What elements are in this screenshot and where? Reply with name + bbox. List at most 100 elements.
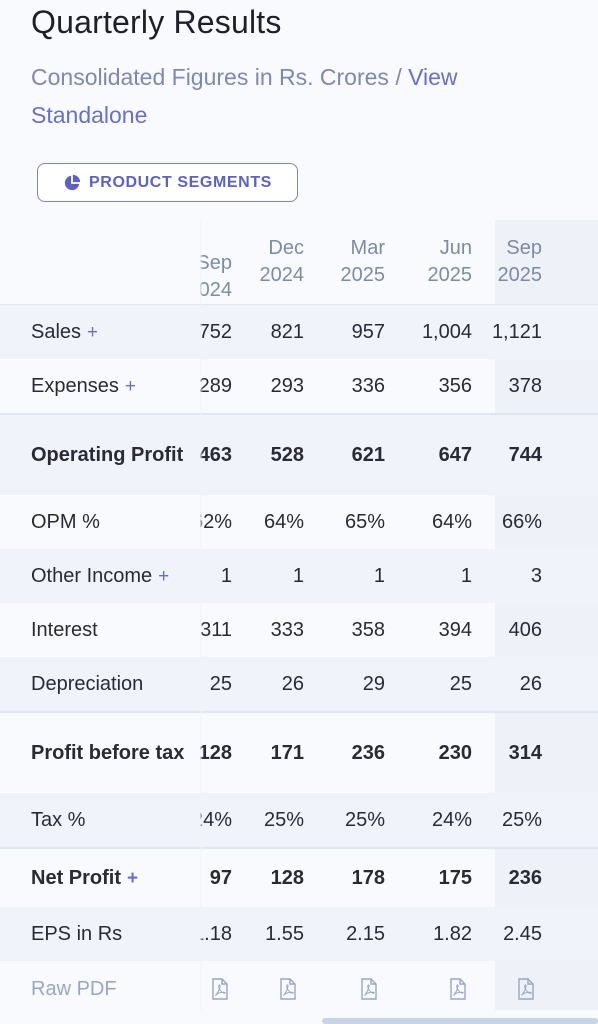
table-cell: 236 [351, 741, 385, 764]
row-label: Profit before tax [0, 740, 200, 766]
subtitle-text: Consolidated Figures in Rs. Crores / [31, 64, 409, 90]
expand-plus-icon[interactable]: + [127, 867, 139, 889]
table-cell: 647 [438, 443, 472, 466]
subtitle: Consolidated Figures in Rs. Crores / Vie… [31, 58, 551, 134]
table-cell: 64% [431, 510, 472, 533]
pdf-link[interactable] [200, 961, 232, 1017]
table-cell: 333 [270, 618, 304, 641]
row-label[interactable]: Net Profit + [0, 865, 200, 892]
view-standalone-link[interactable]: View Standalone [31, 64, 458, 128]
pdf-link[interactable] [393, 961, 482, 1017]
row-label-text: Other Income [31, 564, 153, 587]
table-cell: 406 [508, 618, 542, 641]
pdf-file-icon [518, 978, 534, 1000]
quarterly-results-table: Sep 2024 Dec 2024 Mar 2025 Jun 2025 Sep 2025 Sales… [0, 220, 598, 1017]
table-cell: 957 [351, 320, 385, 343]
table-cell: 25 [449, 672, 472, 695]
product-segments-button[interactable]: PRODUCT SEGMENTS [37, 163, 298, 202]
row-label: Operating Profit [0, 442, 200, 468]
table-header-row: Sep 2024 Dec 2024 Mar 2025 Jun 2025 Sep 2025 [0, 220, 598, 305]
table-cell: 358 [351, 618, 385, 641]
table-row: EPS in Rs 1.18 1.55 2.15 1.82 2.45 [0, 907, 598, 961]
row-label-text: Interest [31, 618, 98, 641]
column-header: Sep 2024 [200, 220, 232, 304]
column-month: Dec [268, 237, 304, 259]
table-cell: 1.82 [433, 922, 472, 945]
table-cell: 1 [220, 564, 232, 587]
row-label[interactable]: Other Income + [0, 565, 200, 588]
row-label: OPM % [0, 511, 200, 534]
horizontal-scrollbar[interactable] [322, 1018, 598, 1024]
raw-pdf-label: Raw PDF [31, 977, 117, 1000]
row-label: Tax % [0, 809, 200, 832]
table-row: Interest 311 333 358 394 406 [0, 603, 598, 657]
expand-plus-icon[interactable]: + [87, 321, 99, 343]
row-label-text: Profit before tax [31, 742, 185, 764]
column-month: Sep [506, 237, 542, 259]
table-cell: 25% [501, 808, 542, 831]
row-label-text: EPS in Rs [31, 922, 123, 945]
pdf-link[interactable] [312, 961, 393, 1017]
column-year: 2025 [340, 264, 386, 286]
pdf-link[interactable] [232, 961, 312, 1017]
row-label-text: Expenses [31, 374, 119, 397]
table-cell: 29 [362, 672, 385, 695]
table-row: Depreciation 25 26 29 25 26 [0, 657, 598, 711]
table-cell: 289 [200, 374, 232, 397]
table-cell: 293 [270, 374, 304, 397]
table-cell: 62% [200, 510, 232, 533]
table-cell: 128 [200, 741, 232, 764]
pdf-file-icon [212, 978, 228, 1000]
table-cell: 65% [344, 510, 385, 533]
table-cell: 621 [351, 443, 385, 466]
table-cell: 2.45 [503, 922, 542, 945]
pie-chart-icon [64, 174, 81, 190]
column-month: Sep [200, 252, 232, 274]
table-cell: 2.15 [346, 922, 385, 945]
table-cell: 1,121 [491, 320, 542, 343]
row-label-text: Sales [31, 320, 82, 343]
table-cell: 26 [281, 672, 304, 695]
table-cell: 64% [263, 510, 304, 533]
table-cell: 66% [501, 510, 542, 533]
table-row: Operating Profit 463 528 621 647 744 [0, 413, 598, 495]
table-cell: 1 [292, 564, 304, 587]
table-cell: 26 [519, 672, 542, 695]
expand-plus-icon[interactable]: + [124, 375, 136, 397]
pdf-link[interactable] [482, 961, 570, 1017]
column-header: Dec 2024 [232, 220, 312, 304]
table-row: OPM % 62% 64% 65% 64% 66% [0, 495, 598, 549]
product-segments-label: PRODUCT SEGMENTS [89, 173, 272, 191]
table-cell: 1.18 [200, 922, 232, 945]
table-cell: 744 [508, 443, 542, 466]
table-cell: 752 [200, 320, 232, 343]
column-year: 2024 [259, 264, 305, 286]
page-title: Quarterly Results [31, 4, 282, 40]
row-label[interactable]: Sales + [0, 321, 200, 344]
table-cell: 24% [200, 808, 232, 831]
table-cell: 463 [200, 443, 232, 466]
table-row[interactable]: Other Income +1 1 1 1 3 [0, 549, 598, 603]
column-header: Jun 2025 [393, 220, 482, 304]
pdf-file-icon [280, 978, 296, 1000]
table-cell: 25% [263, 808, 304, 831]
table-cell: 378 [508, 374, 542, 397]
table-cell: 314 [508, 741, 542, 764]
table-row[interactable]: Expenses +289 293 336 356 378 [0, 359, 598, 413]
table-cell: 25% [344, 808, 385, 831]
table-row[interactable]: Sales +752 821 957 1,004 1,121 [0, 305, 598, 359]
table-cell: 1 [460, 564, 472, 587]
table-cell: 821 [270, 320, 304, 343]
table-row[interactable]: Net Profit +97 128 178 175 236 [0, 847, 598, 907]
column-year: 2025 [427, 264, 473, 286]
table-cell: 3 [530, 564, 542, 587]
pdf-file-icon [361, 978, 377, 1000]
table-cell: 1,004 [421, 320, 472, 343]
table-cell: 356 [438, 374, 472, 397]
row-label-text: OPM % [31, 510, 100, 533]
row-label[interactable]: Expenses + [0, 375, 200, 398]
table-cell: 336 [351, 374, 385, 397]
row-label-text: Tax % [31, 808, 86, 831]
raw-pdf-row: Raw PDF [0, 961, 598, 1017]
expand-plus-icon[interactable]: + [158, 565, 170, 587]
